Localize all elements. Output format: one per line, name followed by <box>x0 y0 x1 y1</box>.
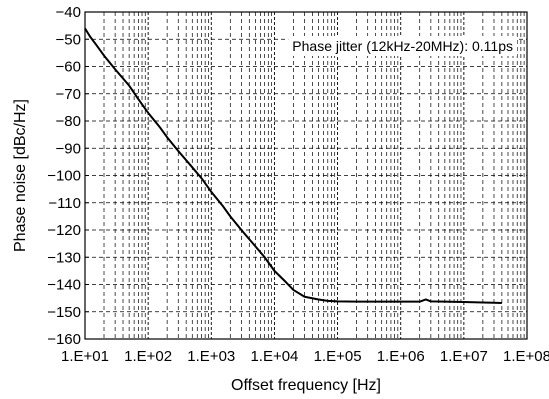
x-tick-label: 1.E+06 <box>377 348 425 365</box>
y-tick-label: −160 <box>47 331 81 348</box>
x-tick-label: 1.E+02 <box>124 348 172 365</box>
x-axis-title: Offset frequency [Hz] <box>231 377 381 394</box>
y-tick-label: −110 <box>48 195 81 212</box>
phase-noise-series-line <box>84 27 502 305</box>
y-tick-label: −120 <box>47 222 81 239</box>
x-tick-labels: 1.E+01 1.E+02 1.E+03 1.E+04 1.E+05 1.E+06 1.E+… <box>61 348 549 365</box>
y-tick-label: −90 <box>56 140 81 157</box>
y-tick-label: −100 <box>47 168 81 185</box>
x-tick-label: 1.E+08 <box>503 348 549 365</box>
data-layer <box>84 27 502 305</box>
y-tick-labels: −40 −50 −60 −70 −80 −90 −100 −110 −120 −130 −140 −1… <box>47 4 89 348</box>
y-tick-label: −40 <box>56 4 81 21</box>
y-tick-label: −150 <box>47 304 81 321</box>
x-tick-label: 1.E+07 <box>440 348 488 365</box>
y-tick-label: −50 <box>56 31 81 48</box>
y-tick-label: −130 <box>47 249 81 266</box>
y-tick-label: −140 <box>47 277 81 294</box>
y-tick-label: −80 <box>56 113 81 130</box>
y-tick-label: −70 <box>56 86 81 103</box>
x-tick-label: 1.E+01 <box>61 348 109 365</box>
x-tick-label: 1.E+04 <box>250 348 298 365</box>
x-tick-label: 1.E+05 <box>314 348 362 365</box>
y-tick-label: −60 <box>56 59 81 76</box>
grid-lines <box>85 12 527 339</box>
phase-jitter-annotation: Phase jitter (12kHz-20MHz): 0.11ps <box>292 38 513 54</box>
x-tick-label: 1.E+03 <box>187 348 235 365</box>
annotation-box <box>288 36 517 56</box>
y-axis-title: Phase noise [dBc/Hz] <box>12 99 29 252</box>
